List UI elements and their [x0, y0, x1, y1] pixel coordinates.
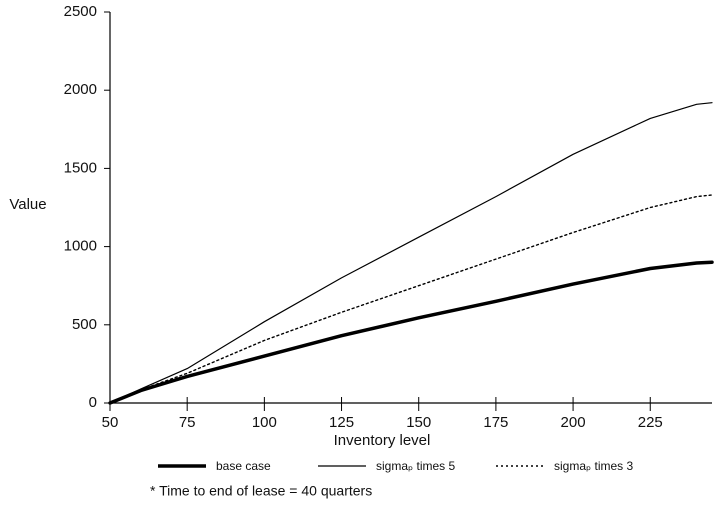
x-tick-label: 50 [102, 414, 119, 431]
y-tick-label: 1500 [64, 159, 97, 176]
y-tick-label: 0 [89, 394, 97, 411]
y-tick-label: 1000 [64, 238, 97, 255]
footnote: * Time to end of lease = 40 quarters [150, 483, 372, 499]
y-tick-label: 2500 [64, 3, 97, 20]
x-axis-label: Inventory level [334, 432, 431, 449]
y-tick-label: 500 [72, 316, 97, 333]
y-axis-label: Value [9, 196, 46, 213]
y-tick-label: 2000 [64, 81, 97, 98]
x-tick-label: 150 [406, 414, 431, 431]
series-line [109, 194, 713, 404]
x-tick-label: 225 [638, 414, 663, 431]
series-line [109, 102, 713, 404]
x-tick-label: 75 [179, 414, 196, 431]
legend-label: base case [216, 459, 271, 473]
x-tick-label: 200 [561, 414, 586, 431]
x-tick-label: 100 [252, 414, 277, 431]
legend-label: sigmaₚ times 3 [554, 459, 633, 473]
series-line [108, 260, 714, 405]
x-tick-label: 125 [329, 414, 354, 431]
legend-label: sigmaₚ times 5 [376, 459, 455, 473]
x-tick-label: 175 [483, 414, 508, 431]
